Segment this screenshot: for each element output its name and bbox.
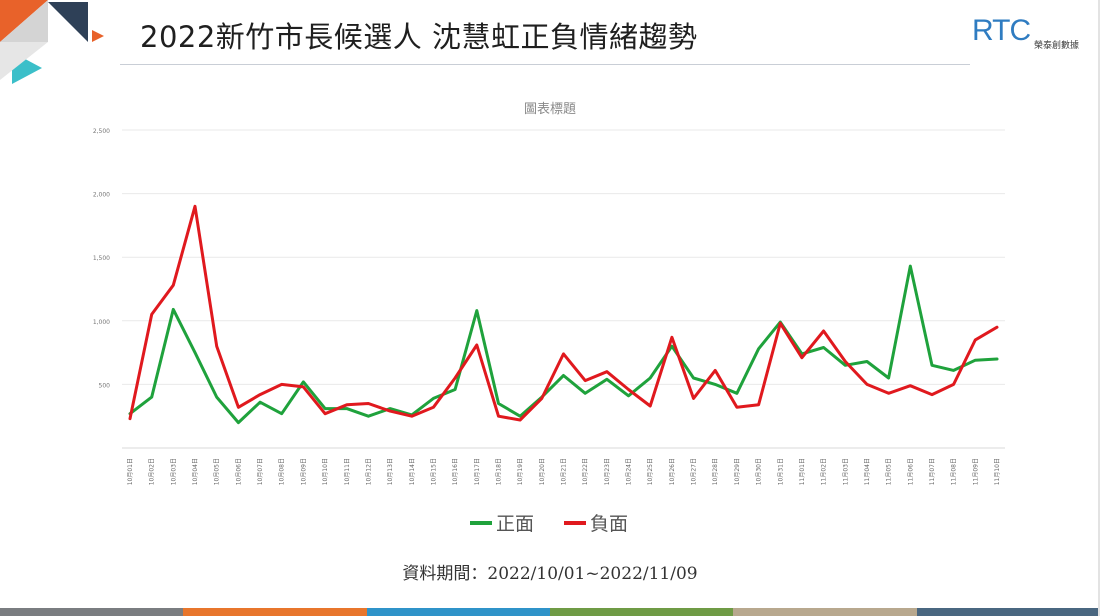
x-tick-label: 10月11日 — [344, 458, 351, 485]
series-line-negative — [128, 204, 999, 422]
x-tick-label: 10月03日 — [170, 458, 177, 485]
bottom-bar-segment — [0, 608, 184, 616]
x-tick-label: 10月17日 — [474, 458, 481, 485]
x-tick-label: 10月06日 — [235, 458, 242, 485]
y-tick-label: 2,000 — [93, 192, 110, 199]
legend-item-negative: 負面 — [564, 509, 628, 536]
x-tick-label: 11月09日 — [972, 458, 979, 485]
legend-label-positive: 正面 — [496, 513, 535, 535]
x-tick-label: 10月07日 — [257, 458, 264, 485]
rtc-logo: RTC 榮泰創數據 — [970, 14, 1095, 54]
x-tick-label: 10月23日 — [604, 458, 611, 485]
bottom-bar-segment — [366, 608, 550, 616]
x-tick-label: 10月15日 — [430, 458, 437, 485]
x-tick-label: 11月02日 — [821, 458, 828, 485]
y-tick-label: 1,500 — [93, 255, 110, 262]
logo-subtitle: 榮泰創數據 — [1034, 41, 1080, 51]
deco-gray-triangle — [0, 0, 48, 42]
x-tick-label: 10月24日 — [626, 458, 633, 485]
x-tick-label: 11月08日 — [951, 458, 958, 485]
bottom-bar-segment — [733, 608, 917, 616]
x-tick-label: 11月05日 — [886, 458, 893, 485]
y-tick-label: 1,000 — [93, 319, 110, 326]
x-tick-label: 11月03日 — [842, 458, 849, 485]
x-tick-label: 10月28日 — [712, 458, 719, 485]
bottom-color-bar — [0, 608, 1100, 616]
x-tick-label: 10月29日 — [734, 458, 741, 485]
x-tick-label: 11月07日 — [929, 458, 936, 485]
x-tick-label: 10月31日 — [777, 458, 784, 485]
page-title: 2022新竹市長候選人 沈慧虹正負情緒趨勢 — [140, 20, 698, 54]
x-tick-label: 10月02日 — [149, 458, 156, 485]
x-tick-label: 10月09日 — [300, 458, 307, 485]
x-tick-label: 10月16日 — [452, 458, 459, 485]
deco-small-orange-triangle — [92, 30, 104, 42]
x-tick-label: 11月10日 — [994, 458, 1001, 485]
x-tick-label: 10月01日 — [127, 458, 134, 485]
x-tick-label: 10月26日 — [669, 458, 676, 485]
x-tick-label: 10月30日 — [756, 458, 763, 485]
bottom-bar-segment — [916, 608, 1100, 616]
x-tick-label: 11月06日 — [907, 458, 914, 485]
x-tick-label: 10月19日 — [517, 458, 524, 485]
deco-navy-triangle — [48, 2, 88, 42]
y-tick-label: 500 — [99, 382, 111, 389]
chart-title: 圖表標題 — [523, 102, 576, 117]
logo-letters: RTC — [972, 14, 1031, 48]
x-tick-label: 10月04日 — [192, 458, 199, 485]
x-tick-label: 10月13日 — [387, 458, 394, 485]
x-tick-label: 10月21日 — [561, 458, 568, 485]
x-tick-label: 11月01日 — [799, 458, 806, 485]
x-tick-label: 10月10日 — [322, 458, 329, 485]
legend-label-negative: 負面 — [590, 513, 629, 535]
x-tick-label: 10月18日 — [495, 458, 502, 485]
corner-decoration — [0, 0, 104, 84]
title-divider — [120, 64, 970, 65]
slide-edge — [1098, 0, 1100, 616]
x-tick-label: 10月22日 — [582, 458, 589, 485]
legend-swatch-positive — [470, 520, 492, 525]
chart-legend: 正面 負面 — [470, 509, 628, 536]
x-tick-label: 10月20日 — [539, 458, 546, 485]
legend-swatch-negative — [564, 520, 587, 525]
x-tick-label: 10月12日 — [365, 458, 372, 485]
bottom-bar-segment — [549, 608, 734, 616]
x-tick-label: 10月14日 — [409, 458, 416, 485]
x-tick-label: 10月08日 — [279, 458, 286, 485]
y-tick-label: 2,500 — [93, 128, 110, 135]
data-period-note: 資料期間：2022/10/01~2022/11/09 — [402, 564, 698, 584]
x-tick-label: 10月05日 — [214, 458, 221, 485]
bottom-bar-segment — [183, 608, 367, 616]
x-tick-label: 10月27日 — [691, 458, 698, 485]
x-tick-label: 10月25日 — [647, 458, 654, 485]
series-line-positive — [128, 264, 999, 425]
x-tick-label: 11月04日 — [864, 458, 871, 485]
deco-gray-bottom — [0, 42, 48, 80]
logo-text: RTC — [972, 14, 1031, 47]
legend-item-positive: 正面 — [470, 509, 534, 536]
